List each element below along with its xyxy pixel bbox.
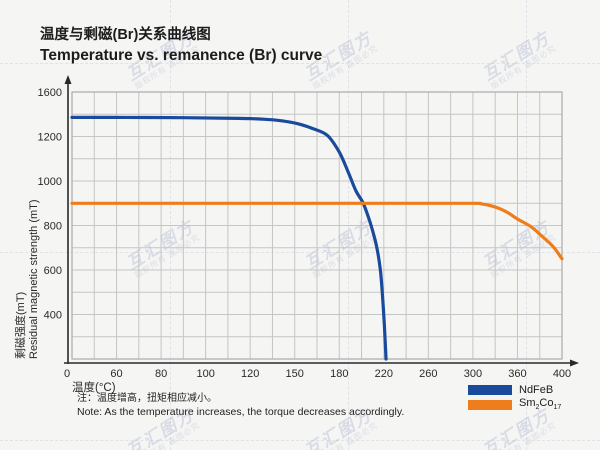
legend-item-sm2co17: Sm2Co17 xyxy=(468,397,561,412)
x-axis-title: 温度(°C) xyxy=(72,382,116,394)
y-axis-arrow xyxy=(64,75,72,84)
x-tick-label: 400 xyxy=(553,368,571,380)
x-tick-label: 260 xyxy=(419,368,437,380)
legend-swatch-sm2co17 xyxy=(468,399,512,410)
x-tick-label: 100 xyxy=(196,368,214,380)
x-tick-label: 0 xyxy=(64,368,70,380)
curve-sm2co17 xyxy=(70,201,564,261)
footnote: 注：温度增高，扭矩相应减小。 Note: As the temperature … xyxy=(77,393,404,419)
y-axis-title-en: Residual magnetic strength (mT) xyxy=(28,199,40,359)
y-tick-label: 400 xyxy=(44,310,62,322)
x-tick-label: 150 xyxy=(286,368,304,380)
legend-label-ndfeb: NdFeB xyxy=(519,383,554,396)
legend-item-ndfeb: NdFeB xyxy=(468,382,561,397)
footnote-zh: 注：温度增高，扭矩相应减小。 xyxy=(77,393,217,404)
legend-label-sm2co17: Sm2Co17 xyxy=(519,397,562,412)
chart-header: 温度与剩磁(Br)关系曲线图 Temperature vs. remanence… xyxy=(40,26,322,66)
x-tick-label: 300 xyxy=(464,368,482,380)
axes xyxy=(64,75,579,367)
x-tick-label: 80 xyxy=(155,368,167,380)
y-tick-label: 1000 xyxy=(38,176,62,188)
y-tick-label: 600 xyxy=(44,265,62,277)
chart-title-zh: 温度与剩磁(Br)关系曲线图 xyxy=(40,27,211,43)
y-axis-title-zh: 剩磁强度(mT) xyxy=(15,291,27,359)
x-tick-label: 60 xyxy=(110,368,122,380)
y-tick-label: 1200 xyxy=(38,132,62,144)
legend: NdFeB Sm2Co17 xyxy=(468,382,561,412)
x-axis-arrow xyxy=(570,359,579,367)
y-tick-label: 1600 xyxy=(38,87,62,99)
y-tick-label: 800 xyxy=(44,221,62,233)
x-tick-label: 120 xyxy=(241,368,259,380)
footnote-en: Note: As the temperature increases, the … xyxy=(77,405,405,418)
x-tick-label: 360 xyxy=(508,368,526,380)
x-tick-label: 220 xyxy=(375,368,393,380)
chart-title-en: Temperature vs. remanence (Br) curve xyxy=(40,46,323,64)
x-tick-label: 180 xyxy=(330,368,348,380)
plot-border xyxy=(71,91,563,360)
legend-swatch-ndfeb xyxy=(468,384,512,395)
curve-ndfeb xyxy=(70,115,388,361)
tick-labels: 0 60 80 100 120 150 180 220 260 300 360 400 1600 1200… xyxy=(38,87,572,380)
grid xyxy=(71,91,563,360)
